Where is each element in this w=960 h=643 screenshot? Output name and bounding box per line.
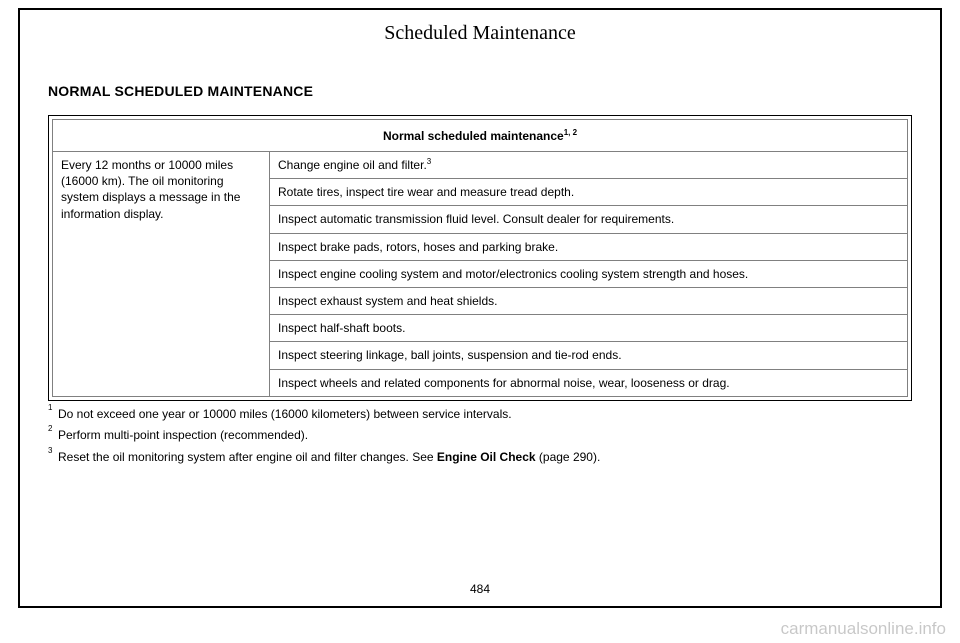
content-frame: Scheduled Maintenance NORMAL SCHEDULED M… [18,8,942,608]
task-cell: Rotate tires, inspect tire wear and meas… [270,179,908,206]
task-text: Inspect brake pads, rotors, hoses and pa… [278,240,558,254]
task-cell: Inspect steering linkage, ball joints, s… [270,342,908,369]
task-cell: Inspect half-shaft boots. [270,315,908,342]
task-cell: Inspect automatic transmission fluid lev… [270,206,908,233]
task-text: Inspect engine cooling system and motor/… [278,267,748,281]
footnote-text: Do not exceed one year or 10000 miles (1… [58,407,512,421]
task-cell: Inspect exhaust system and heat shields. [270,287,908,314]
footnote-num: 2 [48,424,52,434]
section-title: NORMAL SCHEDULED MAINTENANCE [48,83,912,99]
footnote: 2Perform multi-point inspection (recomme… [48,428,912,444]
interval-cell: Every 12 months or 10000 miles (16000 km… [53,152,270,397]
task-text: Change engine oil and filter. [278,158,427,172]
footnote: 3Reset the oil monitoring system after e… [48,450,912,466]
task-text: Inspect automatic transmission fluid lev… [278,212,674,226]
table-header-text: Normal scheduled maintenance [383,129,564,143]
table-row: Every 12 months or 10000 miles (16000 km… [53,152,908,179]
table-header-sup: 1, 2 [564,128,577,137]
chapter-title: Scheduled Maintenance [48,22,912,45]
page: Scheduled Maintenance NORMAL SCHEDULED M… [0,0,960,643]
task-text: Rotate tires, inspect tire wear and meas… [278,185,574,199]
table-outer-box: Normal scheduled maintenance1, 2 Every 1… [48,115,912,401]
footnote-num: 3 [48,446,52,456]
footnote: 1Do not exceed one year or 10000 miles (… [48,407,912,423]
footnote-bold: Engine Oil Check [437,450,536,464]
table-body: Every 12 months or 10000 miles (16000 km… [53,152,908,397]
footnotes: 1Do not exceed one year or 10000 miles (… [48,407,912,466]
task-text: Inspect wheels and related components fo… [278,376,730,390]
footnote-num: 1 [48,403,52,413]
footnote-text: Perform multi-point inspection (recommen… [58,428,308,442]
task-cell: Inspect engine cooling system and motor/… [270,260,908,287]
task-text: Inspect half-shaft boots. [278,321,405,335]
task-cell: Inspect brake pads, rotors, hoses and pa… [270,233,908,260]
table-header-cell: Normal scheduled maintenance1, 2 [53,120,908,152]
task-cell: Change engine oil and filter.3 [270,152,908,179]
task-text: Inspect steering linkage, ball joints, s… [278,348,622,362]
page-number: 484 [20,582,940,596]
task-sup: 3 [427,157,431,166]
footnote-text: Reset the oil monitoring system after en… [58,450,437,464]
task-cell: Inspect wheels and related components fo… [270,369,908,396]
task-text: Inspect exhaust system and heat shields. [278,294,497,308]
watermark: carmanualsonline.info [781,619,946,639]
maintenance-table: Normal scheduled maintenance1, 2 Every 1… [52,119,908,397]
footnote-text: (page 290). [536,450,601,464]
